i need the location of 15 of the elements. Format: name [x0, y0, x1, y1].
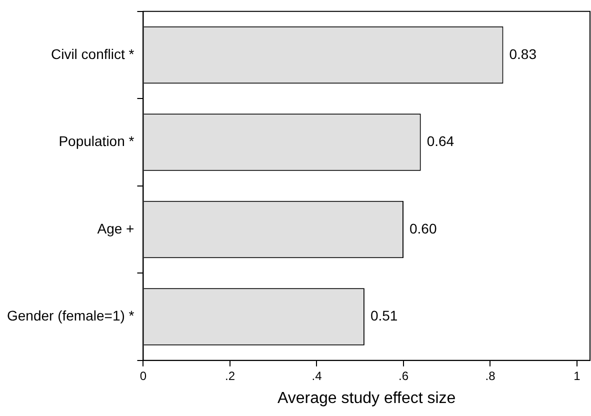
- x-tick-label: 1: [574, 368, 581, 383]
- data-label: 0.83: [509, 46, 537, 62]
- y-tick-label: Gender (female=1) *: [6, 308, 135, 324]
- x-tick-label: .2: [224, 368, 236, 383]
- data-label: 0.60: [409, 220, 437, 236]
- y-tick-label: Population *: [58, 133, 135, 150]
- x-tick-label: .8: [485, 368, 496, 383]
- x-tick-label: .4: [312, 368, 322, 383]
- y-tick-label: Civil conflict *: [50, 46, 135, 62]
- data-label: 0.64: [426, 133, 454, 150]
- x-tick-label: .6: [398, 368, 409, 383]
- x-axis-title: Average study effect size: [278, 390, 456, 407]
- data-label: 0.51: [370, 308, 398, 324]
- y-tick-label: Age +: [97, 220, 134, 236]
- x-tick-label: 0: [140, 368, 147, 383]
